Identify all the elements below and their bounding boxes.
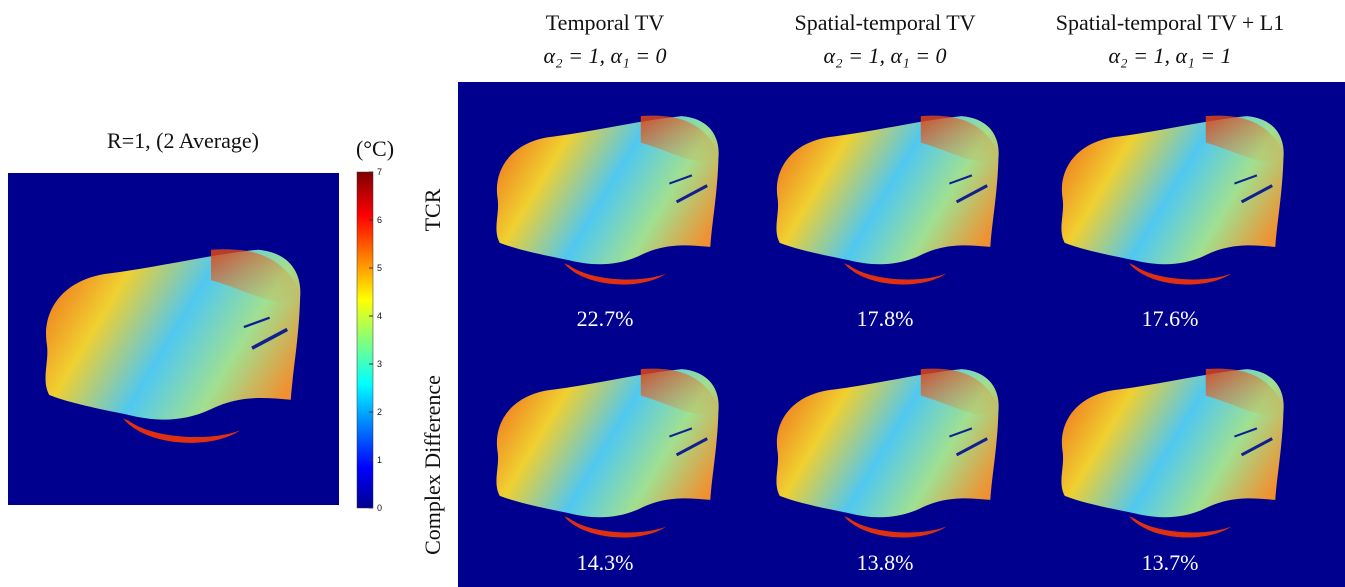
error-value: 14.3% <box>577 550 634 575</box>
column-title: Temporal TV <box>546 10 665 35</box>
colorbar-tick-label: 2 <box>377 407 382 417</box>
column-params: α₂ = 1, α₁ = 0 <box>823 43 946 68</box>
column-params: α₂ = 1, α₁ = 0 <box>543 43 666 68</box>
row-label: Complex Difference <box>420 375 445 555</box>
colorbar-tick-label: 4 <box>377 311 382 321</box>
error-value: 17.6% <box>1142 306 1199 331</box>
colorbar-tick-label: 0 <box>377 503 382 513</box>
row-label: TCR <box>420 188 445 231</box>
column-title: Spatial-temporal TV <box>794 10 975 35</box>
reference-title: R=1, (2 Average) <box>107 128 259 153</box>
error-value: 13.8% <box>857 550 914 575</box>
error-value: 22.7% <box>577 306 634 331</box>
colorbar-tick-label: 5 <box>377 263 382 273</box>
error-value: 17.8% <box>857 306 914 331</box>
figure: R=1, (2 Average) (°C) 0 1 2 3 4 5 6 7 Temporal … <box>0 0 1345 587</box>
colorbar-tick-label: 1 <box>377 455 382 465</box>
colorbar-unit: (°C) <box>356 136 394 161</box>
colorbar <box>357 172 373 508</box>
colorbar-tick-label: 7 <box>377 167 382 177</box>
colorbar-tick-label: 6 <box>377 215 382 225</box>
error-value: 13.7% <box>1142 550 1199 575</box>
column-params: α₂ = 1, α₁ = 1 <box>1108 43 1231 68</box>
colorbar-tick-label: 3 <box>377 359 382 369</box>
column-title: Spatial-temporal TV + L1 <box>1056 10 1285 35</box>
